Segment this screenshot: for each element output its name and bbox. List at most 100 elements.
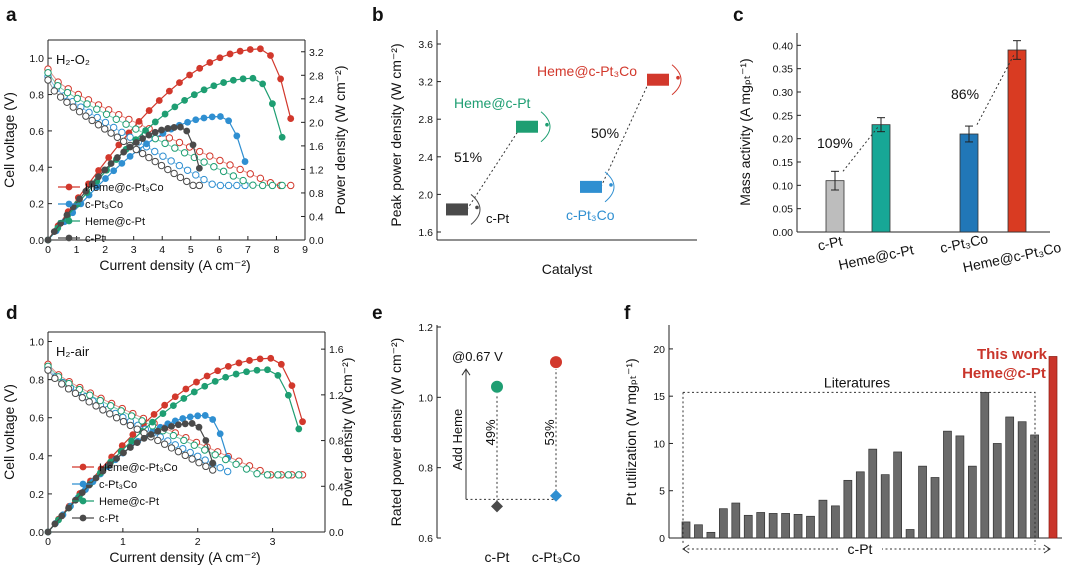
- label-c-pt: c-Pt: [486, 211, 510, 226]
- power-point: [177, 123, 184, 131]
- voltage-point: [126, 133, 134, 141]
- literature-bar: [1005, 416, 1015, 539]
- voltage-point: [175, 161, 184, 170]
- power-point: [44, 528, 52, 536]
- y-right-tick-label: 1.2: [329, 390, 344, 402]
- trend-arrow: [842, 126, 879, 172]
- percent-label: 50%: [591, 125, 619, 141]
- y-left-tick-label: 1.0: [29, 53, 44, 65]
- x-tick-label: 8: [274, 244, 280, 256]
- voltage-point: [133, 425, 141, 433]
- power-point: [161, 110, 169, 118]
- power-point: [176, 79, 183, 87]
- voltage-point: [202, 462, 210, 471]
- voltage-point: [188, 455, 196, 463]
- power-point: [95, 173, 102, 181]
- a-curves: [44, 45, 295, 244]
- power-point: [147, 431, 155, 438]
- y-right-tick-label: 0.0: [329, 527, 344, 539]
- panel-e: e 0.6 0.8 1.0 1.2 Add Heme 49% c-Pt 53% c-Pt₃Co…: [372, 303, 580, 565]
- voltage-point: [167, 444, 176, 452]
- literature-label: Literatures: [824, 374, 890, 390]
- trend-arrow: [466, 126, 522, 210]
- y-left-tick-label: 0.6: [29, 413, 44, 425]
- x-tick-label: 9: [302, 244, 308, 256]
- literature-bar: [793, 514, 803, 539]
- voltage-point: [151, 134, 160, 143]
- voltage-point: [223, 467, 232, 476]
- voltage-point: [92, 402, 100, 410]
- panel-b: b 1.6 2.0 2.4 2.8 3.2 3.6 c-Pt Heme@c-Pt c-Pt₃C…: [372, 5, 697, 277]
- power-point: [65, 504, 72, 512]
- voltage-point: [101, 118, 110, 127]
- e-marks: Add Heme 49% c-Pt 53% c-Pt₃Co: [450, 356, 580, 565]
- y-left-tick-label: 1.0: [29, 337, 44, 349]
- y-tick-label: 0.35: [773, 64, 794, 76]
- panel-label-c: c: [733, 5, 744, 26]
- power-point: [206, 59, 214, 66]
- b-xlabel: Catalyst: [542, 261, 593, 277]
- a-gas-label: H₂-O₂: [56, 52, 90, 67]
- legend-text: Heme@c-Pt: [99, 496, 159, 508]
- power-point: [224, 362, 232, 370]
- legend-marker: [79, 463, 87, 471]
- power-point: [145, 131, 153, 139]
- power-point: [277, 75, 285, 83]
- power-point: [256, 355, 264, 363]
- literature-bar: [706, 531, 716, 539]
- power-point: [217, 113, 224, 120]
- power-point: [158, 126, 165, 134]
- literature-bar: [943, 430, 952, 539]
- voltage-point: [216, 181, 225, 190]
- power-point: [139, 135, 146, 142]
- voltage-point: [167, 157, 175, 165]
- y-right-tick-label: 2.4: [309, 94, 324, 106]
- power-point: [183, 127, 191, 135]
- power-point: [171, 103, 179, 111]
- y-left-tick-label: 0.6: [29, 126, 44, 138]
- b-marks: c-Pt Heme@c-Pt c-Pt₃Co Heme@c-Pt₃Co 51% 50%: [446, 63, 682, 226]
- power-point: [181, 420, 189, 428]
- power-point: [129, 431, 137, 439]
- y-tick-label: 0.20: [773, 134, 794, 146]
- power-point: [226, 50, 234, 58]
- legend-text: c-Pt₃Co: [99, 479, 137, 491]
- distribution-curve: [470, 194, 481, 225]
- power-point: [210, 82, 218, 90]
- y-tick-label: 2.8: [418, 114, 433, 126]
- legend-marker: [79, 497, 87, 505]
- power-point: [143, 140, 150, 148]
- power-point: [171, 393, 179, 401]
- voltage-point: [101, 125, 109, 133]
- legend-marker: [65, 200, 73, 208]
- power-point: [192, 116, 200, 124]
- panel-f: f 0 5 10 15 20 Literatures This work Heme@c-Pt…: [623, 303, 1062, 557]
- y-tick-label: 0.6: [418, 533, 433, 545]
- panel-label-b: b: [372, 5, 384, 26]
- voltage-point: [127, 412, 136, 420]
- power-point: [196, 64, 204, 72]
- y-tick-label: 3.2: [418, 77, 433, 89]
- power-point: [174, 421, 182, 429]
- voltage-point: [75, 107, 84, 116]
- a-xlabel: Current density (A cm⁻²): [99, 257, 250, 273]
- power-point: [140, 434, 148, 442]
- voltage-point: [63, 98, 71, 106]
- power-point: [202, 437, 210, 444]
- panel-a: a 0 1 2 3 4 5 6 7 8 90.00.20.40.60.81.00.00.40.81…: [1, 5, 348, 273]
- power-point: [182, 385, 190, 393]
- voltage-point: [86, 391, 94, 399]
- distribution-curve: [604, 171, 615, 203]
- power-point: [149, 418, 156, 426]
- add-heme-arrowhead: [461, 368, 471, 376]
- power-point: [126, 143, 134, 151]
- base-marker: [491, 500, 503, 513]
- power-point: [195, 164, 203, 172]
- voltage-point: [208, 180, 216, 188]
- power-point: [239, 75, 247, 83]
- power-point: [264, 366, 271, 374]
- power-point: [133, 439, 141, 447]
- panel-label-a: a: [6, 5, 17, 26]
- voltage-point: [164, 165, 172, 174]
